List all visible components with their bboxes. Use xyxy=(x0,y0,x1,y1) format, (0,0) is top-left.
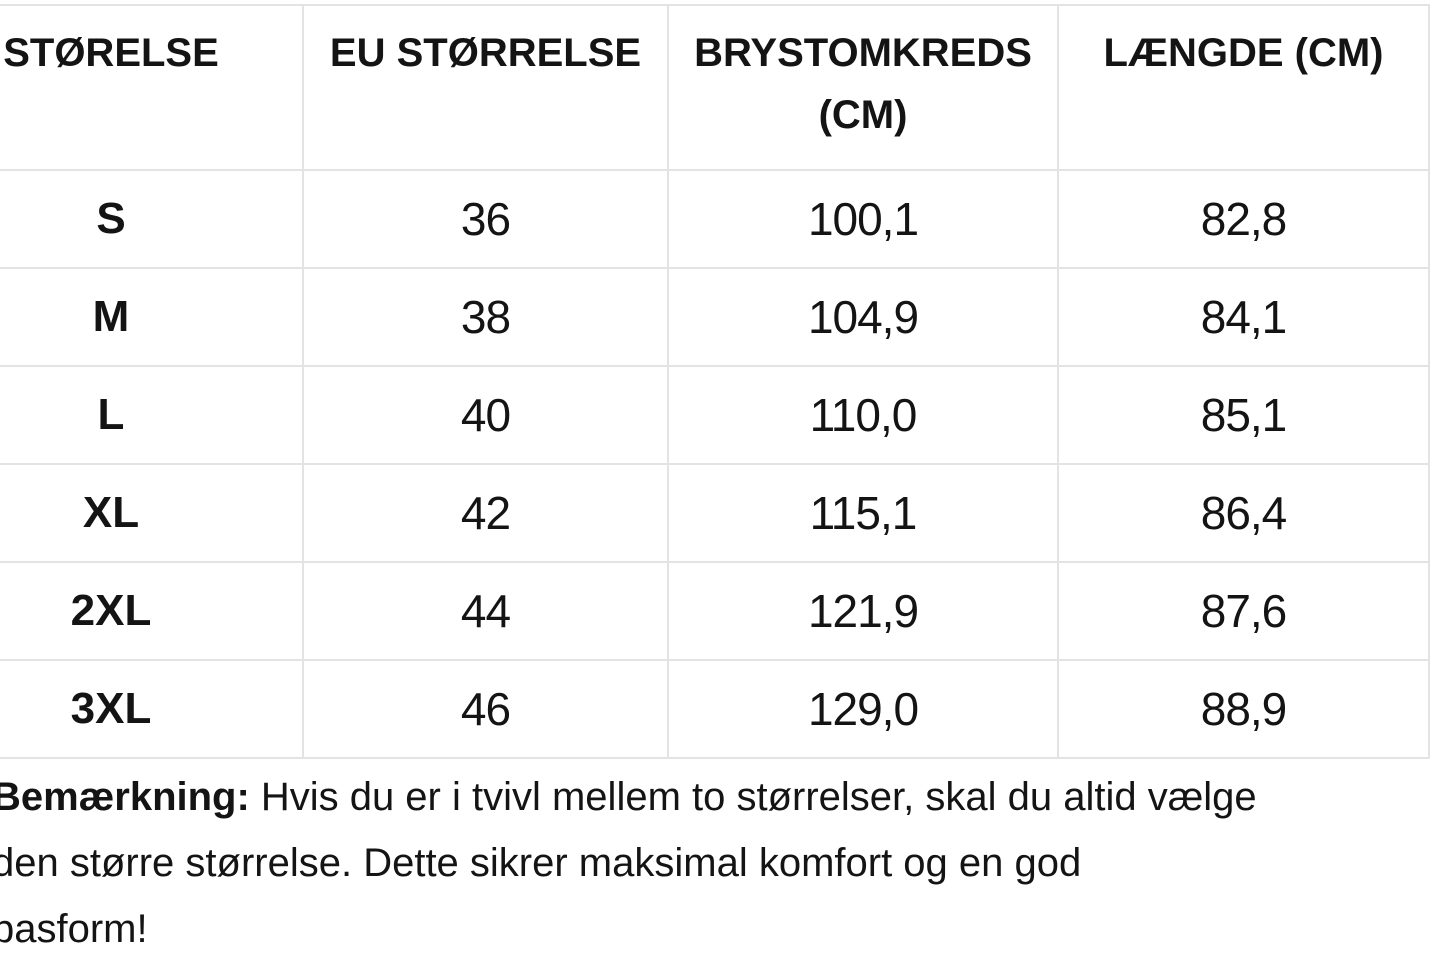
header-chest-cm: BRYSTOMKREDS (CM) xyxy=(667,4,1059,171)
cell-size: L xyxy=(0,365,304,465)
table-row: XL 42 115,1 86,4 xyxy=(0,463,1430,563)
cell-chest-cm: 104,9 xyxy=(667,267,1059,367)
table-row: S 36 100,1 82,8 xyxy=(0,169,1430,269)
cell-length-cm: 82,8 xyxy=(1057,169,1430,269)
cell-length-cm: 87,6 xyxy=(1057,561,1430,661)
size-note: Bemærkning: Hvis du er i tvivl mellem to … xyxy=(0,764,1445,962)
cell-eu-size: 46 xyxy=(302,659,669,759)
cell-chest-cm: 100,1 xyxy=(667,169,1059,269)
cell-size: XL xyxy=(0,463,304,563)
cell-chest-cm: 110,0 xyxy=(667,365,1059,465)
header-row: STØRELSE EU STØRRELSE BRYSTOMKREDS (CM) … xyxy=(0,4,1430,171)
cell-eu-size: 40 xyxy=(302,365,669,465)
table-row: M 38 104,9 84,1 xyxy=(0,267,1430,367)
cell-length-cm: 84,1 xyxy=(1057,267,1430,367)
note-line-2: den større størrelse. Dette sikrer maksi… xyxy=(0,841,1082,885)
cell-eu-size: 36 xyxy=(302,169,669,269)
cell-length-cm: 88,9 xyxy=(1057,659,1430,759)
header-size: STØRELSE xyxy=(0,4,304,171)
cell-size: 2XL xyxy=(0,561,304,661)
size-chart-table: STØRELSE EU STØRRELSE BRYSTOMKREDS (CM) … xyxy=(0,4,1430,759)
cell-eu-size: 44 xyxy=(302,561,669,661)
header-eu-size: EU STØRRELSE xyxy=(302,4,669,171)
cell-size: M xyxy=(0,267,304,367)
cell-chest-cm: 115,1 xyxy=(667,463,1059,563)
table-row: L 40 110,0 85,1 xyxy=(0,365,1430,465)
cell-size: S xyxy=(0,169,304,269)
cell-eu-size: 42 xyxy=(302,463,669,563)
note-text: Hvis du er i tvivl mellem to størrelser,… xyxy=(260,775,1257,819)
table-row: 2XL 44 121,9 87,6 xyxy=(0,561,1430,661)
cell-eu-size: 38 xyxy=(302,267,669,367)
cell-chest-cm: 129,0 xyxy=(667,659,1059,759)
note-line-1: Bemærkning: Hvis du er i tvivl mellem to … xyxy=(0,764,1445,830)
cell-length-cm: 85,1 xyxy=(1057,365,1430,465)
cell-chest-cm: 121,9 xyxy=(667,561,1059,661)
note-label: Bemærkning: xyxy=(0,775,250,819)
note-line-3: pasform! xyxy=(0,907,148,951)
header-length-cm: LÆNGDE (CM) xyxy=(1057,4,1430,171)
table-row: 3XL 46 129,0 88,9 xyxy=(0,659,1430,759)
cell-size: 3XL xyxy=(0,659,304,759)
cell-length-cm: 86,4 xyxy=(1057,463,1430,563)
